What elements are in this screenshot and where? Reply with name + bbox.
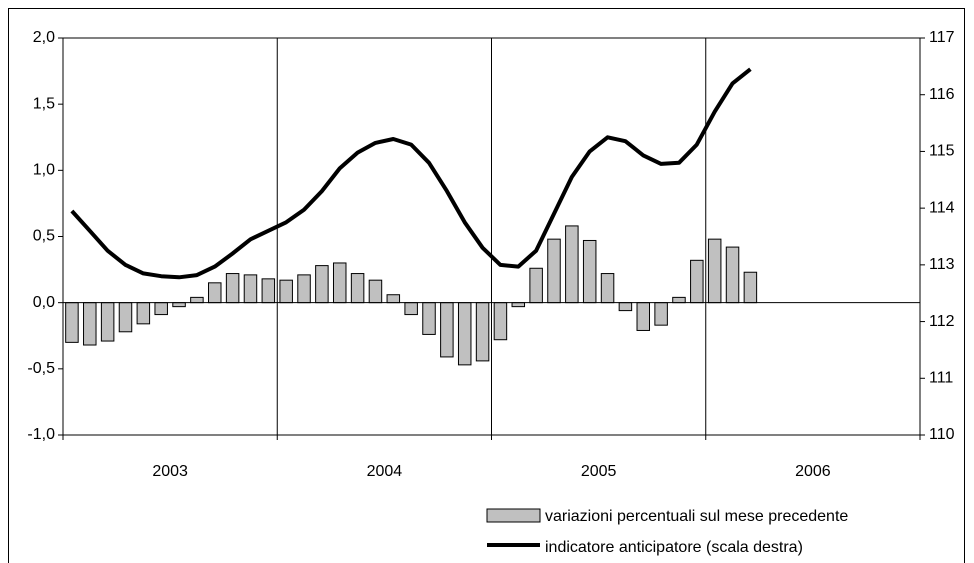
y-tick-label: -0,5 (27, 360, 55, 377)
bar (457, 302, 472, 366)
bar (422, 302, 436, 335)
bar (225, 273, 240, 304)
x-tick-label: 2003 (152, 463, 188, 480)
y-tick-label: 1,5 (33, 95, 55, 112)
bar (404, 302, 418, 316)
bar (493, 302, 508, 341)
bar (475, 302, 490, 362)
bar (297, 274, 311, 304)
bar (707, 238, 722, 304)
bar (315, 265, 329, 304)
bar (565, 225, 579, 304)
bar (118, 302, 133, 333)
bar (172, 302, 186, 308)
bar (350, 273, 365, 304)
bar (672, 296, 686, 304)
bar (547, 238, 561, 304)
bar (154, 302, 168, 316)
y2-tick-label: 111 (929, 370, 953, 387)
bar (65, 302, 79, 343)
x-tick-label: 2005 (581, 463, 617, 480)
y-tick-label: 0,5 (33, 228, 55, 245)
bar (386, 294, 401, 304)
bar (279, 279, 293, 304)
y2-tick-label: 112 (929, 313, 955, 330)
bar (261, 278, 276, 304)
plot-border (62, 37, 921, 436)
x-tick-label: 2004 (367, 463, 403, 480)
legend-label: indicatore anticipatore (scala destra) (545, 539, 803, 556)
bar (208, 282, 222, 304)
bar (582, 239, 597, 304)
bar (618, 302, 633, 312)
y2-tick-label: 110 (929, 426, 955, 443)
bar (529, 267, 543, 304)
bar (690, 259, 704, 304)
y2-tick-label: 117 (929, 29, 955, 46)
y2-tick-label: 116 (929, 86, 955, 103)
y2-tick-label: 113 (929, 256, 955, 273)
bar (368, 279, 383, 304)
legend-swatch (486, 508, 541, 523)
bar (243, 274, 258, 304)
y-tick-label: 0,0 (33, 294, 55, 311)
y-tick-label: 1,0 (33, 162, 55, 179)
bar (636, 302, 651, 331)
bar (440, 302, 454, 358)
line (70, 67, 752, 280)
y2-tick-label: 114 (929, 199, 955, 216)
bar (600, 273, 615, 304)
legend-label: variazioni percentuali sul mese preceden… (545, 508, 848, 525)
bar (511, 302, 526, 308)
bar (100, 302, 115, 342)
frame (8, 8, 965, 563)
bar (725, 246, 740, 304)
bar (83, 302, 97, 346)
bar (136, 302, 151, 325)
y-tick-label: 2,0 (33, 29, 55, 46)
y2-tick-label: 115 (929, 143, 955, 160)
bar (190, 296, 204, 304)
bar (332, 262, 347, 304)
bar (743, 271, 758, 304)
bar (654, 302, 668, 326)
x-tick-label: 2006 (795, 463, 831, 480)
y-tick-label: -1,0 (27, 426, 55, 443)
